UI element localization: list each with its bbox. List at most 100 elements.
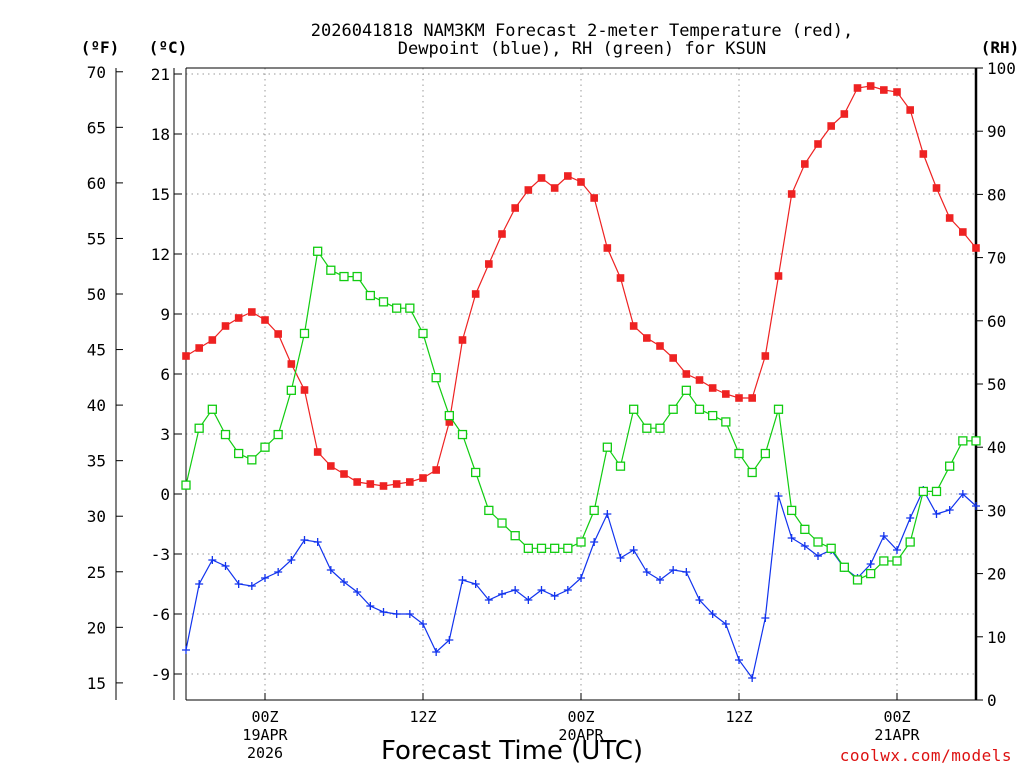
dewpoint-point (814, 552, 822, 560)
rh-tick-label: 30 (987, 501, 1006, 520)
temperature-point (932, 184, 941, 192)
temperature-point (445, 418, 454, 426)
dewpoint-point (261, 574, 269, 582)
rh-point (339, 271, 349, 282)
temperature-point (682, 370, 691, 378)
rh-point (589, 505, 599, 516)
dewpoint-point (458, 576, 467, 584)
celsius-tick-label: 9 (160, 305, 170, 324)
temperature-point (669, 354, 677, 362)
rh-point (563, 543, 573, 553)
fahrenheit-tick-label: 70 (87, 63, 106, 82)
dewpoint-point (642, 568, 651, 576)
celsius-tick-label: -9 (151, 665, 170, 684)
data-series (181, 82, 981, 682)
rh-tick-label: 20 (987, 565, 1006, 584)
rh-point (773, 404, 784, 414)
dewpoint-point (366, 602, 375, 610)
rh-point (326, 265, 336, 275)
temperature-point (735, 394, 743, 402)
rh-point (760, 448, 770, 459)
rh-point (576, 537, 586, 547)
temperature-point (564, 172, 572, 180)
dewpoint-point (445, 636, 454, 644)
rh-point (523, 543, 533, 553)
fahrenheit-tick-label: 15 (87, 674, 106, 693)
rh-point (431, 373, 441, 383)
dewpoint-point (498, 590, 506, 598)
dewpoint-point (537, 586, 546, 594)
dewpoint-point (353, 588, 362, 596)
rh-point (879, 556, 889, 566)
dewpoint-point (221, 562, 230, 570)
dewpoint-point (419, 620, 427, 628)
temperature-point (866, 82, 875, 90)
celsius-unit-label: (ºC) (149, 38, 188, 57)
celsius-tick-label: 6 (160, 365, 170, 384)
rh-point (668, 404, 678, 414)
rh-point (945, 461, 955, 471)
temperature-point (880, 86, 888, 94)
x-tick-label: 12Z (409, 708, 436, 726)
temperature-point (182, 352, 190, 360)
dewpoint-point (182, 646, 190, 654)
rh-point (602, 442, 612, 452)
dewpoint-point (603, 510, 612, 518)
rh-tick-label: 60 (987, 312, 1006, 331)
chart-title-line2: Dewpoint (blue), RH (green) for KSUN (398, 39, 766, 59)
temperature-point (221, 322, 230, 330)
dewpoint-point (906, 514, 915, 522)
x-tick-label: 12Z (725, 708, 752, 726)
temperature-point (485, 260, 493, 268)
rh-tick-label: 70 (987, 249, 1006, 268)
rh-point (892, 556, 902, 566)
dewpoint-point (748, 674, 757, 682)
rh-point (642, 423, 652, 433)
rh-point (971, 436, 981, 446)
rh-tick-label: 80 (987, 185, 1006, 204)
dewpoint-point (761, 614, 770, 622)
temperature-point (787, 190, 796, 198)
dewpoint-point (879, 532, 888, 540)
axes: 211815129630-3-6-97065605550454035302520… (87, 59, 1016, 710)
rh-point (958, 436, 968, 446)
temperature-point (208, 336, 217, 344)
dewpoint-point (787, 534, 796, 542)
fahrenheit-tick-label: 60 (87, 174, 106, 193)
watermark[interactable]: coolwx.com/models (840, 746, 1012, 765)
celsius-tick-label: 12 (151, 245, 170, 264)
dewpoint-point (274, 568, 283, 576)
rh-point (734, 448, 744, 459)
dewpoint-point (550, 592, 559, 600)
temperature-point (919, 150, 928, 158)
rh-point (839, 562, 849, 572)
dewpoint-point (405, 610, 414, 618)
dewpoint-point (326, 566, 335, 574)
dewpoint-point (247, 582, 256, 590)
x-tick-label: 20APR (558, 726, 604, 744)
dewpoint-point (234, 580, 243, 588)
temperature-point (248, 308, 256, 316)
temperature-point (327, 462, 335, 470)
rh-point (273, 429, 283, 440)
rh-point (813, 537, 823, 547)
rh-point (787, 505, 797, 516)
celsius-tick-label: -3 (151, 545, 170, 564)
temperature-point (656, 342, 664, 350)
fahrenheit-tick-label: 20 (87, 618, 106, 637)
dewpoint-point (511, 586, 520, 594)
temperature-point (419, 474, 427, 482)
dewpoint-point (300, 536, 309, 544)
temperature-point (340, 470, 348, 478)
temperature-point (577, 178, 585, 186)
rh-point (721, 417, 731, 427)
dewpoint-point (313, 538, 322, 546)
x-tick-label: 21APR (874, 726, 920, 744)
rh-unit-label: (RH) (981, 38, 1020, 57)
temperature-point (761, 352, 770, 360)
temperature-point (261, 316, 269, 324)
rh-point (299, 328, 310, 339)
fahrenheit-tick-label: 40 (87, 396, 106, 415)
rh-point (655, 423, 665, 433)
temperature-point (616, 274, 625, 282)
